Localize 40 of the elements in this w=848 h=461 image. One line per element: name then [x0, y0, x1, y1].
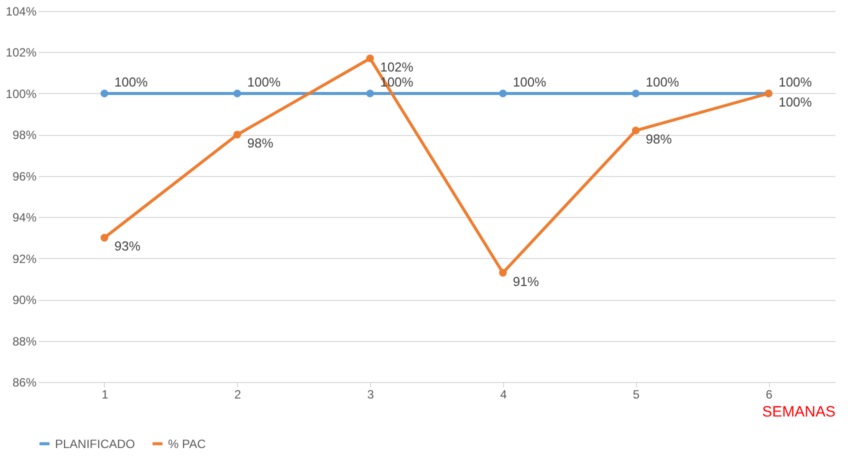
point	[100, 234, 108, 242]
x-tick-label: 5	[632, 388, 640, 402]
y-tick-label: 90%	[12, 293, 37, 308]
x-axis-title: SEMANAS	[762, 404, 836, 420]
point	[499, 268, 507, 277]
data-label: 98%	[646, 132, 672, 147]
y-tick-label: 102%	[6, 46, 37, 60]
y-tick-label: 86%	[12, 376, 37, 390]
legend-label: % PAC	[168, 436, 206, 451]
y-tick-label: 98%	[12, 128, 37, 142]
point	[233, 130, 242, 139]
x-tick-label: 1	[102, 388, 109, 402]
x-tick-label: 3	[367, 388, 374, 402]
x-tick-label: 6	[766, 388, 773, 402]
point	[632, 90, 640, 98]
data-label: 98%	[247, 136, 274, 151]
y-tick-label: 88%	[12, 334, 37, 348]
legend-label: PLANIFICADO	[55, 436, 136, 451]
data-label: 100%	[646, 74, 680, 90]
point	[632, 126, 640, 134]
y-tick-label: 100%	[6, 86, 37, 101]
data-label: 100%	[778, 94, 812, 110]
data-label: 100%	[512, 74, 547, 90]
x-tick-label: 4	[500, 388, 508, 402]
x-tick-label: 2	[234, 388, 242, 402]
data-label: 100%	[247, 74, 281, 90]
data-label: 91%	[512, 274, 540, 289]
point	[499, 90, 507, 98]
point	[233, 90, 242, 98]
point	[366, 90, 374, 98]
data-label: 102%	[380, 59, 414, 74]
y-tick-label: 104%	[6, 4, 37, 18]
y-tick-label: 92%	[12, 252, 37, 266]
point	[100, 90, 108, 98]
data-label: 100%	[114, 74, 148, 90]
y-tick-label: 96%	[12, 169, 37, 184]
point	[366, 54, 374, 62]
y-tick-label: 94%	[12, 210, 37, 225]
data-label: 93%	[114, 238, 141, 254]
data-label: 100%	[778, 74, 812, 90]
